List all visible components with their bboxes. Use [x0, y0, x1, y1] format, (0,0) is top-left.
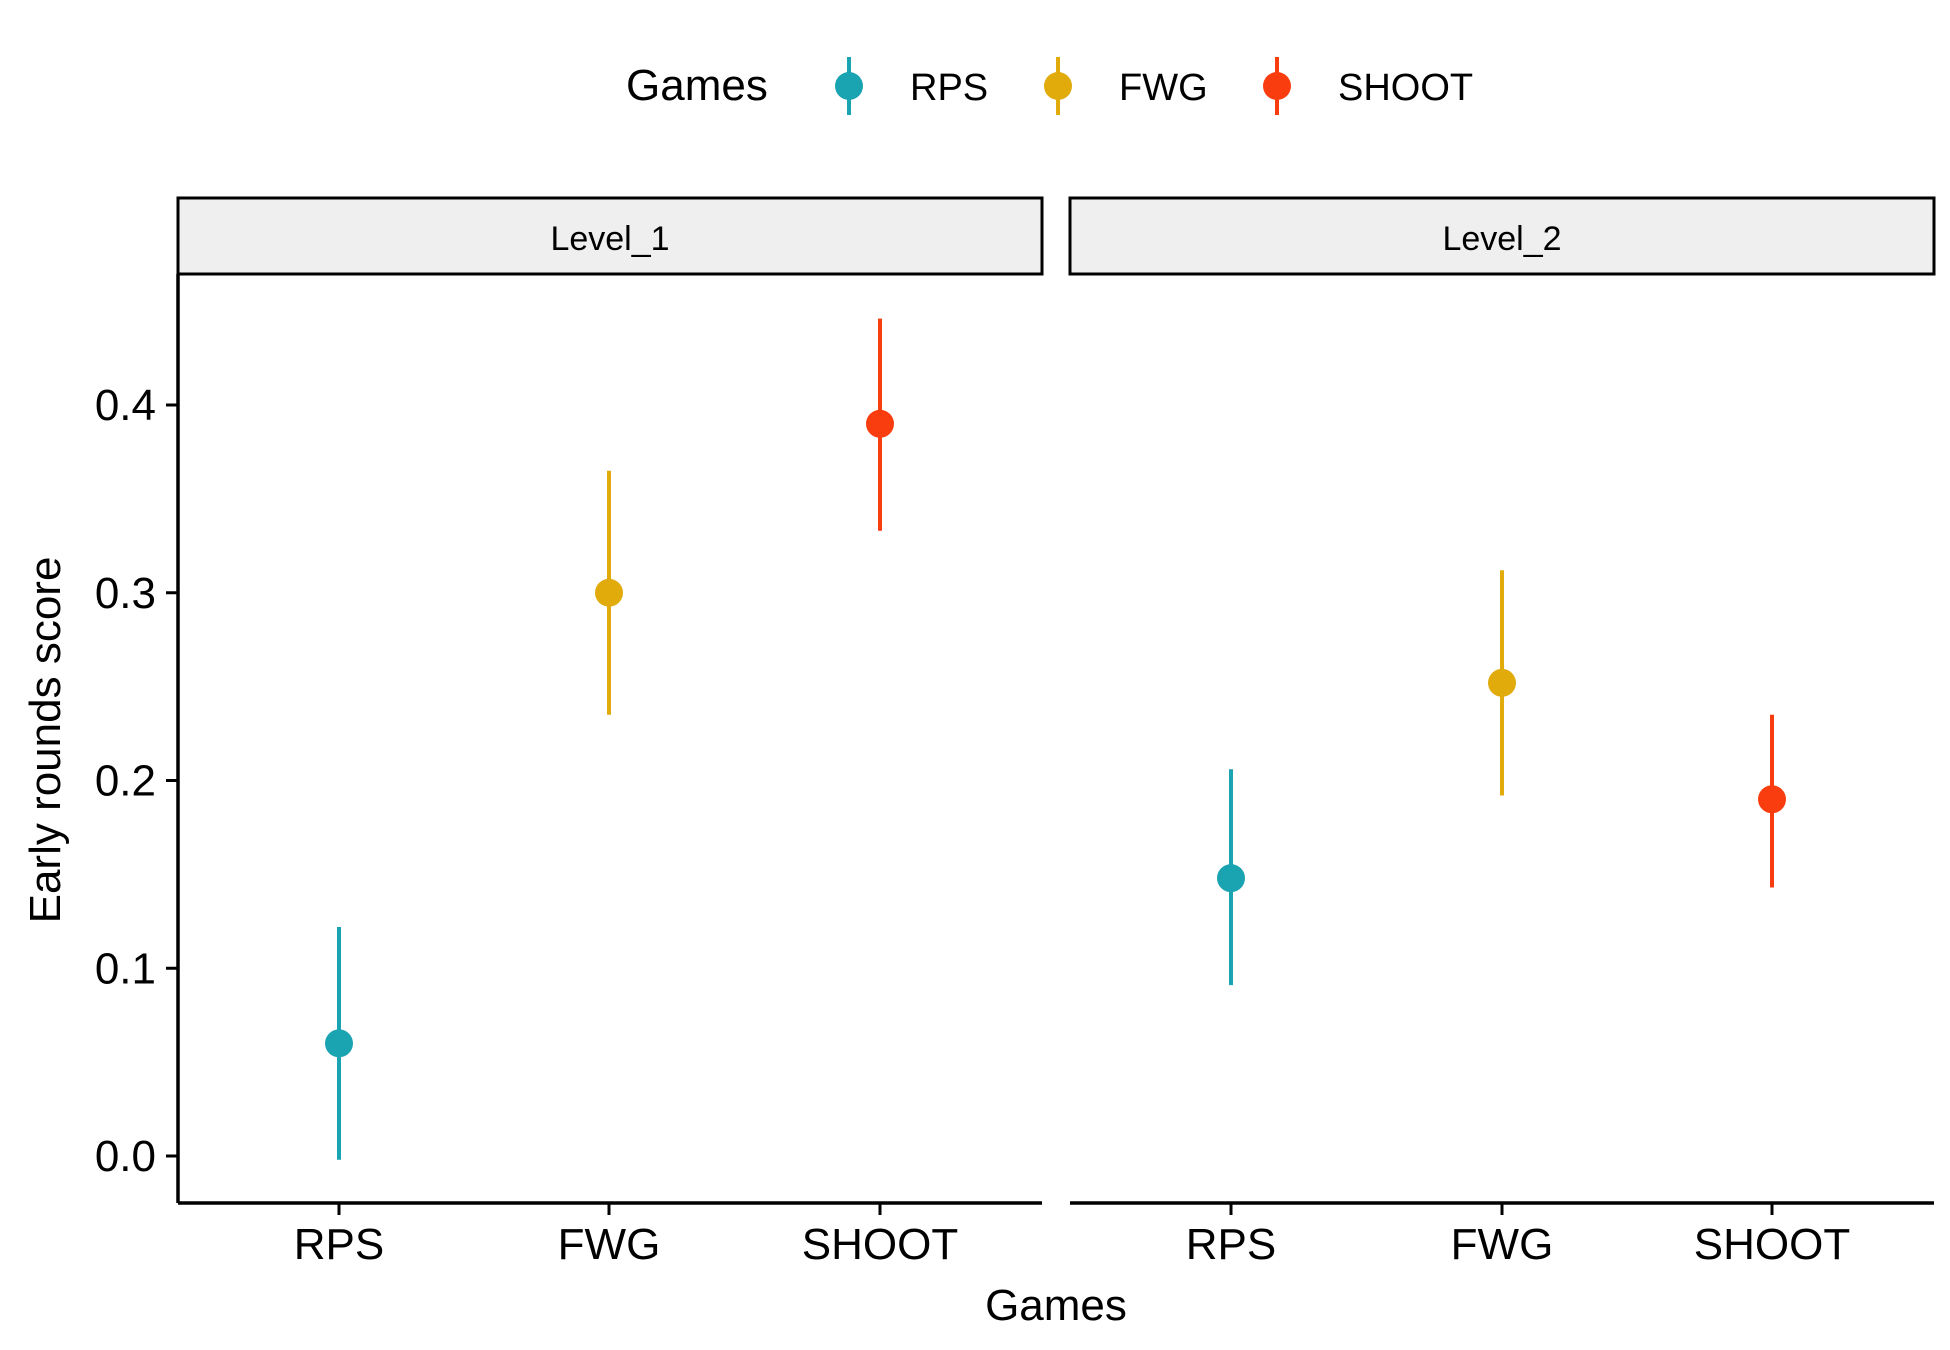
facet-1-point-shoot — [866, 409, 894, 438]
legend-title: Games — [626, 61, 768, 110]
facet-1-x-tick-label-rps: RPS — [294, 1220, 384, 1269]
facet-2-strip-label: Level_2 — [1442, 220, 1561, 258]
y-axis-title: Early rounds score — [21, 557, 70, 924]
y-tick-label-0: 0.0 — [95, 1132, 156, 1181]
legend-label-shoot: SHOOT — [1338, 67, 1473, 109]
facet-1-strip-label: Level_1 — [550, 220, 669, 258]
axes: RPS FWG SHOOT RPS FWG SHOOT 0.0 0.1 0.2 0.3 0.4 — [95, 274, 1934, 1269]
legend-point-fwg — [1044, 72, 1072, 100]
y-tick-label-1: 0.1 — [95, 944, 156, 993]
y-tick-label-4: 0.4 — [95, 381, 156, 430]
y-tick-label-3: 0.3 — [95, 569, 156, 618]
data-marks — [325, 318, 1786, 1160]
legend: Games RPS FWG SHOOT — [626, 57, 1473, 115]
facet-1-x-tick-label-fwg: FWG — [558, 1220, 661, 1269]
legend-label-fwg: FWG — [1119, 67, 1208, 109]
legend-point-shoot — [1263, 72, 1291, 100]
facet-1-point-fwg — [595, 578, 623, 607]
legend-label-rps: RPS — [910, 67, 988, 109]
facet-1-x-tick-label-shoot: SHOOT — [802, 1220, 958, 1269]
facet-1-strip — [176, 196, 1044, 276]
facet-strips: Level_1 Level_2 — [176, 196, 1936, 276]
facet-2-x-tick-label-shoot: SHOOT — [1694, 1220, 1850, 1269]
facet-2-strip — [1068, 196, 1936, 276]
legend-entry-rps: RPS — [835, 57, 988, 115]
legend-entry-shoot: SHOOT — [1263, 57, 1473, 115]
facet-2-point-rps — [1217, 864, 1245, 893]
facet-1-point-rps — [325, 1029, 353, 1058]
facet-2-point-fwg — [1488, 668, 1516, 697]
legend-point-rps — [835, 72, 863, 100]
facet-2-x-tick-label-fwg: FWG — [1451, 1220, 1554, 1269]
x-axis-title: Games — [985, 1281, 1127, 1330]
facet-2-point-shoot — [1758, 785, 1786, 814]
legend-entry-fwg: FWG — [1044, 57, 1208, 115]
y-tick-label-2: 0.2 — [95, 757, 156, 806]
facet-2-x-tick-label-rps: RPS — [1186, 1220, 1276, 1269]
